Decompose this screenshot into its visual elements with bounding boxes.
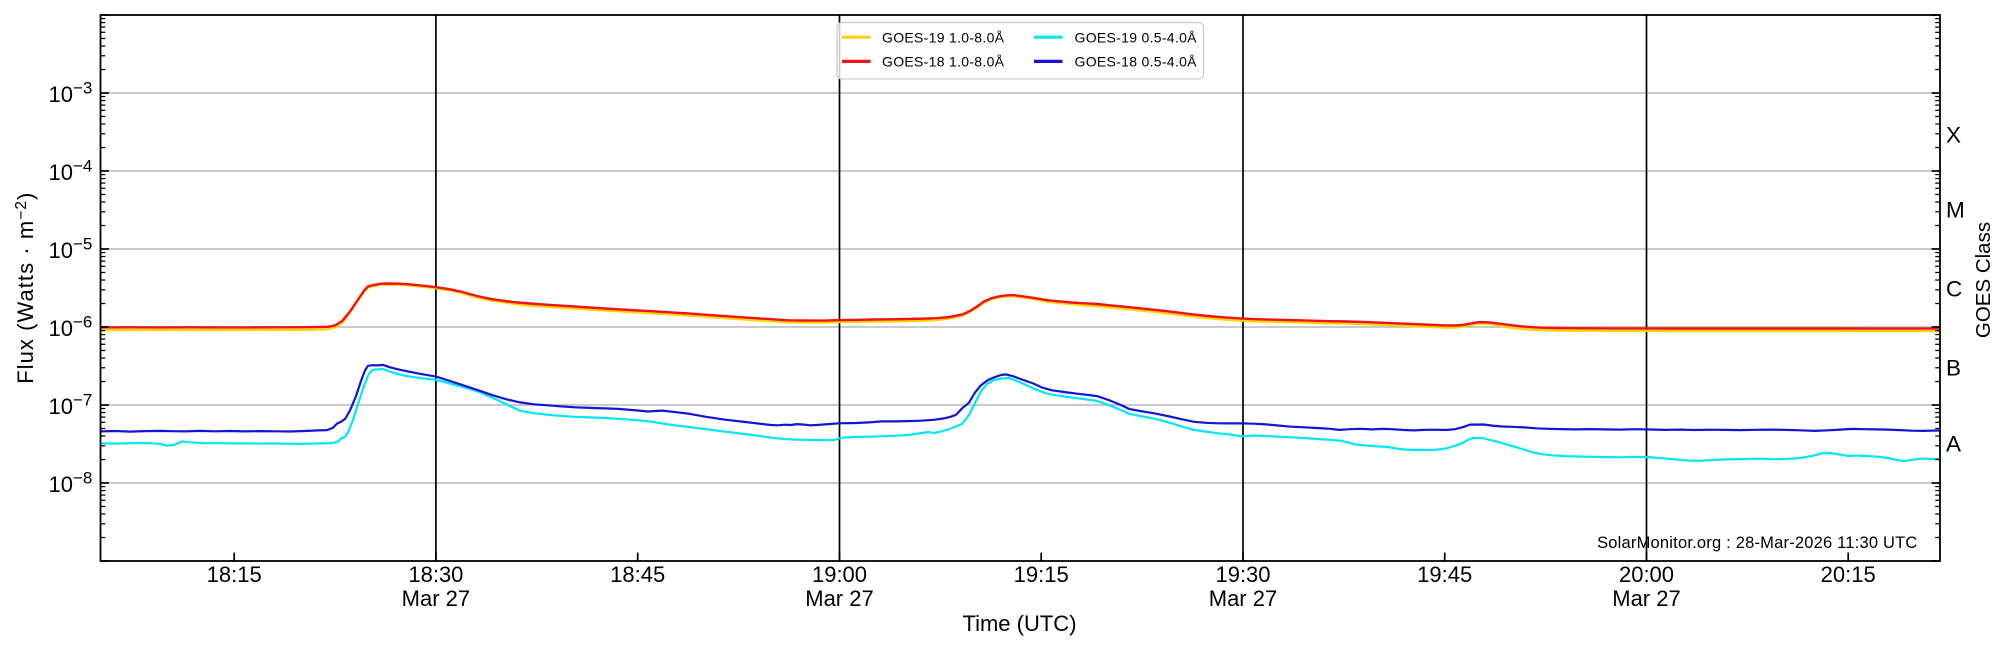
svg-text:Mar 27: Mar 27 — [1612, 586, 1680, 611]
svg-text:GOES-18 1.0-8.0Å: GOES-18 1.0-8.0Å — [882, 54, 1005, 70]
svg-text:Flux (Watts · m−2): Flux (Watts · m−2) — [13, 192, 38, 384]
svg-text:C: C — [1946, 277, 1962, 302]
svg-text:19:00: 19:00 — [812, 562, 867, 587]
svg-text:Mar 27: Mar 27 — [402, 586, 470, 611]
svg-text:M: M — [1946, 198, 1965, 223]
svg-text:GOES-18 0.5-4.0Å: GOES-18 0.5-4.0Å — [1075, 54, 1198, 70]
svg-text:Mar 27: Mar 27 — [1209, 586, 1277, 611]
svg-text:Time (UTC): Time (UTC) — [962, 611, 1076, 636]
svg-text:18:45: 18:45 — [610, 562, 665, 587]
svg-text:GOES-19 1.0-8.0Å: GOES-19 1.0-8.0Å — [882, 29, 1005, 45]
svg-text:A: A — [1946, 432, 1961, 457]
svg-text:10−8: 10−8 — [49, 469, 93, 497]
svg-text:19:15: 19:15 — [1014, 562, 1069, 587]
svg-text:Mar 27: Mar 27 — [805, 586, 873, 611]
svg-text:19:45: 19:45 — [1417, 562, 1472, 587]
svg-text:B: B — [1946, 355, 1961, 380]
svg-text:19:30: 19:30 — [1215, 562, 1270, 587]
svg-text:SolarMonitor.org : 28-Mar-2026: SolarMonitor.org : 28-Mar-2026 11:30 UTC — [1597, 534, 1917, 552]
svg-text:20:00: 20:00 — [1619, 562, 1674, 587]
svg-text:18:15: 18:15 — [207, 562, 262, 587]
svg-text:18:30: 18:30 — [408, 562, 463, 587]
svg-text:X: X — [1946, 123, 1961, 148]
svg-text:GOES-19 0.5-4.0Å: GOES-19 0.5-4.0Å — [1075, 29, 1198, 45]
svg-text:20:15: 20:15 — [1821, 562, 1876, 587]
svg-text:GOES Class: GOES Class — [1972, 222, 1995, 338]
